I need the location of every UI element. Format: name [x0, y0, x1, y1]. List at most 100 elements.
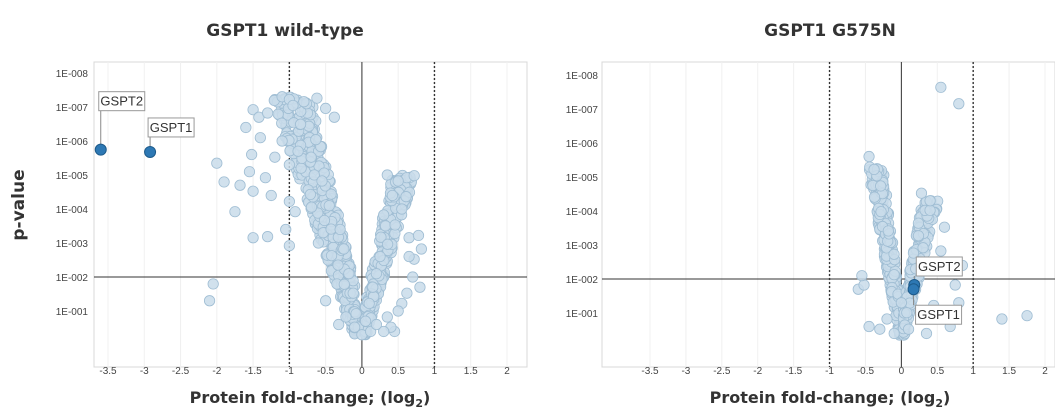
data-point [401, 287, 413, 299]
data-point [915, 187, 928, 199]
data-point [858, 279, 870, 291]
data-point [254, 132, 266, 144]
data-point [276, 117, 288, 129]
data-point [917, 242, 929, 254]
x-tick-label: 2 [1042, 366, 1048, 377]
data-point [320, 295, 332, 307]
data-point [378, 209, 390, 221]
data-point [246, 148, 258, 161]
x-tick-label: 0.5 [930, 366, 944, 377]
data-point [289, 206, 301, 218]
data-point [378, 325, 390, 338]
x-tick-label: 1.5 [464, 366, 478, 377]
data-point [863, 320, 875, 333]
y-tick-label: 1E-007 [566, 105, 599, 116]
x-tick-label: -2 [753, 366, 762, 377]
x-tick-label: -0.5 [317, 366, 335, 377]
chart-title: GSPT1 wild-type [206, 21, 364, 41]
data-point [868, 191, 881, 203]
x-tick-label: -3 [681, 366, 690, 377]
plot-area [601, 61, 1055, 368]
annotation-label: GSPT2 [918, 259, 961, 274]
data-point [283, 240, 295, 252]
data-point [888, 248, 900, 260]
data-point [924, 204, 936, 216]
data-point [318, 214, 331, 227]
data-point [310, 134, 322, 146]
data-point [328, 111, 340, 123]
data-point [207, 278, 219, 290]
data-point [856, 270, 868, 282]
y-tick-labels: 1E-008 1E-007 1E-006 1E-005 1E-004 1E-003 1E-0… [566, 71, 599, 320]
data-point [304, 188, 316, 201]
data-point [325, 250, 338, 262]
highlighted-points: GSPT2 GSPT1 [907, 256, 963, 325]
data-point [953, 98, 965, 110]
data-point [367, 281, 379, 293]
data-point [924, 195, 936, 207]
x-tick-label: 1 [970, 366, 976, 377]
data-point [338, 243, 350, 255]
data-point [261, 231, 274, 243]
data-point [415, 243, 427, 255]
data-point [381, 311, 393, 323]
data-point [340, 311, 352, 323]
data-point [308, 169, 320, 181]
annotation-label: GSPT1 [917, 307, 960, 322]
data-point [298, 96, 310, 108]
x-tick-label: 1 [432, 366, 438, 377]
data-point [323, 200, 335, 212]
data-point [229, 206, 241, 218]
y-tick-label: 1E-006 [566, 139, 599, 150]
data-point [881, 313, 893, 325]
data-points [203, 91, 427, 341]
data-point [895, 297, 907, 309]
annotation-box [915, 256, 963, 277]
y-tick-label: 1E-005 [56, 171, 89, 182]
data-point [379, 220, 392, 232]
annotation-label: GSPT2 [100, 94, 143, 109]
data-point [276, 135, 288, 147]
data-point [349, 321, 361, 333]
data-point [283, 159, 295, 171]
data-point [863, 150, 875, 163]
data-point [295, 118, 307, 130]
data-point [269, 151, 281, 163]
data-point [386, 189, 398, 202]
data-point [305, 151, 317, 163]
y-tick-label: 1E-006 [56, 137, 89, 148]
data-point [203, 295, 216, 307]
highlighted-point [94, 143, 107, 156]
data-point [396, 203, 408, 215]
data-point [874, 323, 886, 335]
chart-panel-g575n: GSPT1 G575N 1E-0081E-0071E-0061E-0051E-0… [566, 21, 1055, 410]
x-tick-label: -1.5 [244, 366, 262, 377]
data-point [414, 281, 426, 293]
data-point [1021, 310, 1033, 322]
x-tick-label: 2 [504, 366, 510, 377]
data-point [311, 92, 323, 104]
data-point [875, 206, 887, 218]
data-point [996, 313, 1008, 325]
data-point [403, 232, 415, 244]
data-point [392, 305, 404, 317]
data-point [295, 162, 307, 174]
data-point [211, 157, 223, 169]
data-point [935, 81, 947, 93]
data-point [316, 175, 328, 187]
x-tick-labels: -3.5 -3 -2.5 -2 -1.5 -1 -0.5 0 0.5 1 1.5 2 [99, 366, 510, 377]
x-tick-label: -1.5 [785, 366, 803, 377]
data-point [325, 188, 337, 200]
chart-panel-wild-type: GSPT1 wild-type 1E-008 1E-007 1E-006 1E-005… [56, 21, 528, 410]
data-point [882, 225, 894, 237]
y-tick-label: 1E-003 [566, 241, 599, 252]
y-tick-label: 1E-001 [566, 309, 599, 320]
x-tick-label: -3.5 [99, 366, 117, 377]
data-point [265, 189, 277, 202]
data-point [392, 175, 404, 187]
y-tick-label: 1E-003 [56, 239, 89, 250]
y-tick-label: 1E-004 [566, 207, 599, 218]
data-point [382, 238, 394, 250]
data-point [312, 237, 324, 249]
y-tick-label: 1E-008 [566, 71, 599, 82]
